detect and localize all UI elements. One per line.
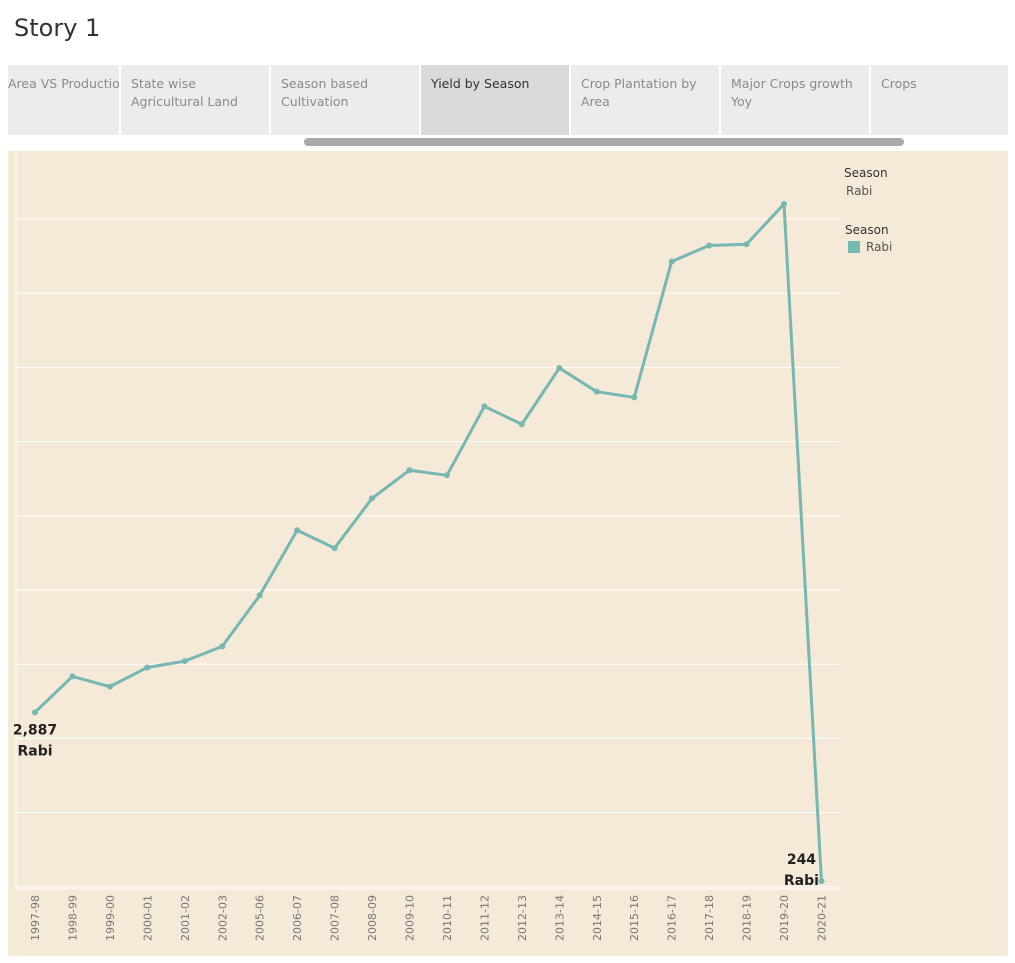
tab-crop-plantation-by-area[interactable]: Crop Plantation by Area xyxy=(571,65,721,135)
data-point xyxy=(294,527,301,534)
tab-major-crops-growth-yoy[interactable]: Major Crops growth Yoy xyxy=(721,65,871,135)
filter-title: Season xyxy=(844,166,888,180)
tab-label: Crops xyxy=(881,76,917,91)
x-tick-label: 2002-03 xyxy=(216,895,229,941)
data-point xyxy=(443,472,450,479)
data-label-series: Rabi xyxy=(17,743,52,759)
tab-crops[interactable]: Crops xyxy=(871,65,1008,135)
data-point xyxy=(706,242,713,249)
season-filter[interactable]: Season Rabi xyxy=(844,166,888,198)
data-point xyxy=(219,643,226,650)
tab-label: Crop Plantation by Area xyxy=(581,76,697,109)
data-point xyxy=(631,394,638,401)
x-tick-label: 2019-20 xyxy=(778,895,791,941)
chart-panel: 1997-98 1998-99 1999-00 2000-01 2001-02 2002-… xyxy=(8,151,1008,956)
tab-scrollbar[interactable] xyxy=(304,138,904,146)
data-label-series: Rabi xyxy=(784,873,819,889)
data-point xyxy=(818,878,825,885)
story-title: Story 1 xyxy=(14,14,101,42)
data-point xyxy=(743,241,750,248)
x-tick-label: 1997-98 xyxy=(29,895,42,941)
data-point xyxy=(781,200,787,207)
tab-state-wise-agricultural-land[interactable]: State wise Agricultural Land xyxy=(121,65,271,135)
tab-yield-by-season[interactable]: Yield by Season xyxy=(421,65,571,135)
tab-label: State wise Agricultural Land xyxy=(131,76,238,109)
x-tick-label: 2001-02 xyxy=(179,895,192,941)
series-line-rabi xyxy=(33,202,823,882)
data-point xyxy=(144,664,151,671)
x-tick-label: 2000-01 xyxy=(141,895,154,941)
legend-item-label: Rabi xyxy=(866,240,893,254)
data-point xyxy=(32,709,38,716)
legend-swatch xyxy=(848,241,860,253)
data-point xyxy=(106,683,113,690)
data-point xyxy=(668,258,675,265)
x-tick-label: 2011-12 xyxy=(478,895,491,941)
x-tick-label: 2007-08 xyxy=(329,895,342,941)
tab-label: Area VS Production xyxy=(8,76,121,91)
data-point xyxy=(518,421,525,428)
x-tick-label: 2005-06 xyxy=(254,895,267,941)
data-label-value: 2,887 xyxy=(13,722,57,738)
filter-value: Rabi xyxy=(846,184,873,198)
x-tick-label: 2017-18 xyxy=(703,895,716,941)
x-tick-label: 2015-16 xyxy=(628,895,641,941)
x-tick-label: 2013-14 xyxy=(553,895,566,941)
x-tick-label: 2009-10 xyxy=(404,895,417,941)
tab-label: Major Crops growth Yoy xyxy=(731,76,853,109)
x-tick-label: 2006-07 xyxy=(291,895,304,941)
tab-area-vs-production[interactable]: Area VS Production xyxy=(8,65,121,135)
line-chart: 1997-98 1998-99 1999-00 2000-01 2001-02 2002-… xyxy=(13,151,840,941)
data-point xyxy=(256,592,263,599)
x-tick-label: 1999-00 xyxy=(104,895,117,941)
x-tick-label: 1998-99 xyxy=(66,895,79,941)
data-point xyxy=(481,403,488,410)
x-tick-label: 2008-09 xyxy=(366,895,379,941)
x-tick-label: 2014-15 xyxy=(591,895,604,941)
x-tick-label: 2012-13 xyxy=(516,895,529,941)
data-point xyxy=(69,673,76,680)
data-point xyxy=(331,545,338,552)
x-tick-label: 2020-21 xyxy=(815,895,828,941)
data-point xyxy=(406,467,413,474)
x-tick-label: 2016-17 xyxy=(666,895,679,941)
legend-title: Season xyxy=(845,223,889,237)
data-point xyxy=(593,388,600,395)
story-tab-bar: Area VS Production State wise Agricultur… xyxy=(8,65,1008,135)
legend-item[interactable]: Rabi xyxy=(845,240,892,254)
tab-label: Season based Cultivation xyxy=(281,76,369,109)
tab-season-based-cultivation[interactable]: Season based Cultivation xyxy=(271,65,421,135)
color-legend: Season Rabi xyxy=(845,223,892,254)
data-point xyxy=(369,495,376,502)
data-point xyxy=(181,658,188,665)
data-point xyxy=(556,365,563,372)
data-label-value: 244 xyxy=(787,852,816,868)
x-tick-label: 2018-19 xyxy=(741,895,754,941)
x-tick-label: 2010-11 xyxy=(441,895,454,941)
tab-label: Yield by Season xyxy=(431,76,530,91)
